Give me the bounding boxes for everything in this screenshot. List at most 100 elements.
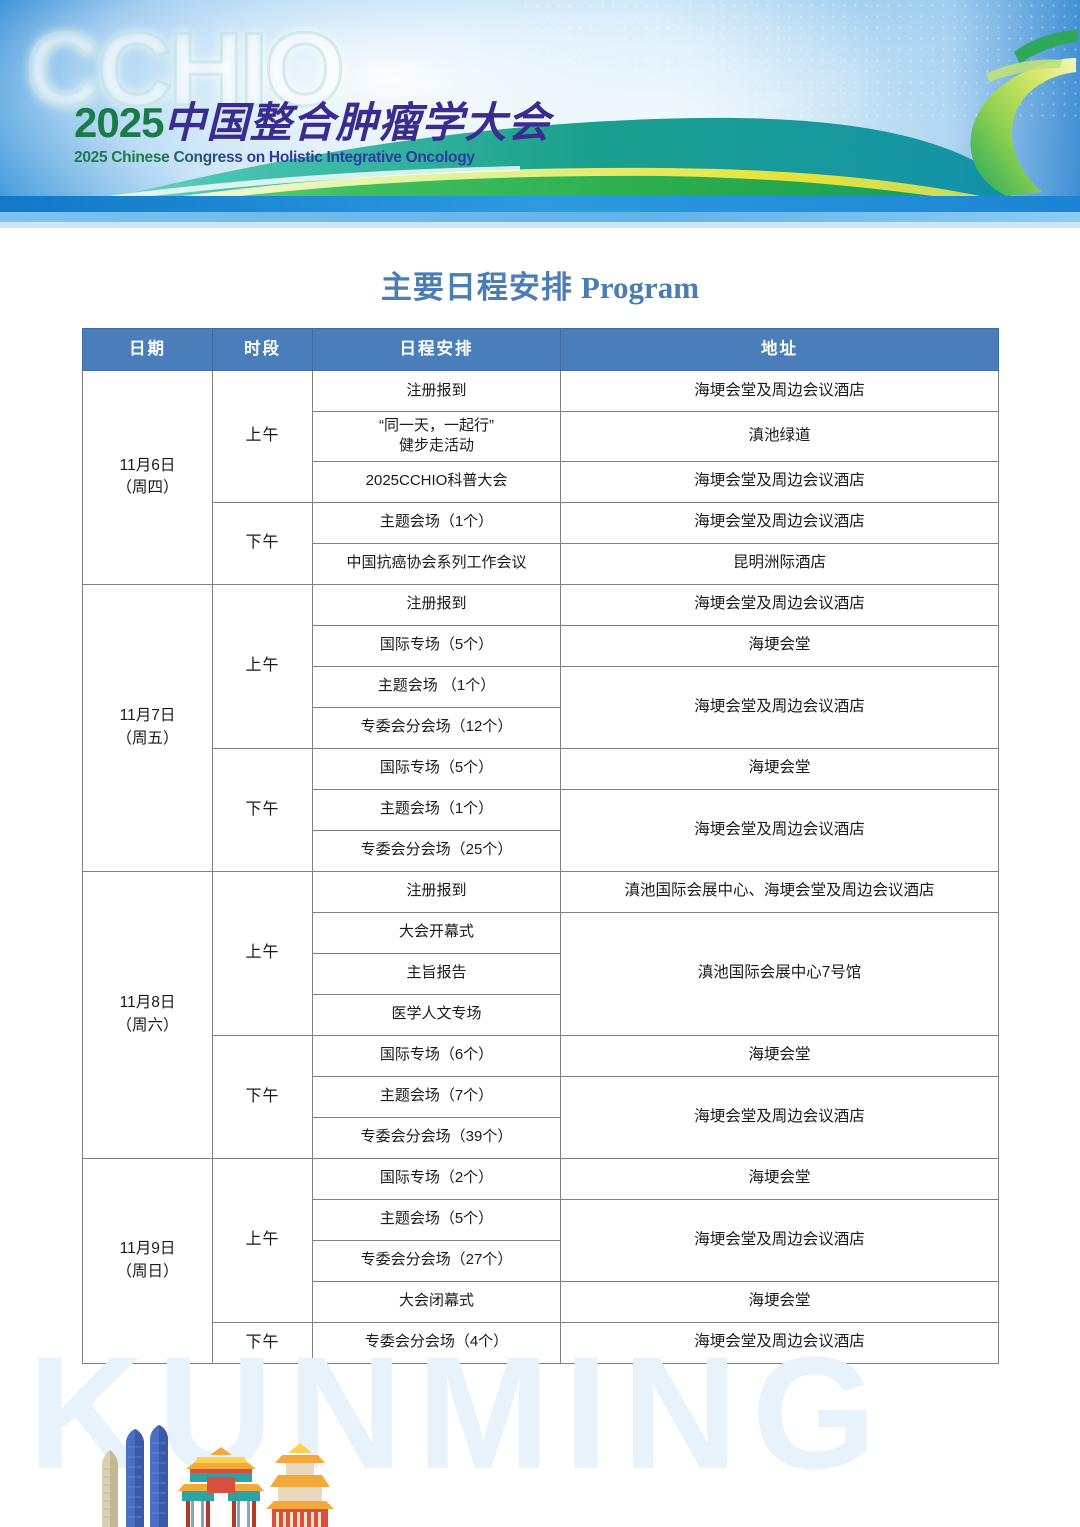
cell-address: 海埂会堂及周边会议酒店 bbox=[560, 501, 999, 544]
column-header-address: 地址 bbox=[560, 328, 999, 371]
cell-address: 海埂会堂及周边会议酒店 bbox=[560, 665, 999, 749]
cell-period: 下午 bbox=[212, 501, 313, 585]
table-row: 11月7日 （周五） 上午 注册报到 海埂会堂及周边会议酒店 bbox=[82, 583, 999, 872]
program-table-body: 11月6日 （周四） 上午 注册报到 海埂会堂及周边会议酒店 “同一天，一起行” 健步走活动… bbox=[82, 370, 999, 1364]
cell-address: 滇池国际会展中心、海埂会堂及周边会议酒店 bbox=[560, 870, 999, 913]
cell-address: 海埂会堂 bbox=[560, 747, 999, 790]
date-value: 11月8日 bbox=[119, 994, 176, 1012]
archway-icon bbox=[178, 1447, 264, 1527]
weekday-value: （周六） bbox=[116, 1016, 179, 1034]
cell-schedule-item: 国际专场（2个） bbox=[312, 1157, 561, 1200]
cell-schedule-item: 大会闭幕式 bbox=[312, 1280, 561, 1323]
cell-address: 海埂会堂及周边会议酒店 bbox=[560, 1198, 999, 1282]
cell-date: 11月7日 （周五） bbox=[82, 583, 213, 872]
cell-schedule-item: 专委会分会场（12个） bbox=[312, 706, 561, 749]
date-value: 11月6日 bbox=[119, 456, 176, 474]
program-table: 日期 时段 日程安排 地址 11月6日 （周四） 上午 注册报到 海埂会堂及周边会议酒店… bbox=[82, 328, 999, 1364]
cell-schedule-item: “同一天，一起行” 健步走活动 bbox=[312, 411, 561, 462]
cell-schedule-item: 专委会分会场（27个） bbox=[312, 1239, 561, 1282]
cell-schedule-item: 专委会分会场（4个） bbox=[312, 1321, 561, 1364]
cell-address: 昆明洲际酒店 bbox=[560, 542, 999, 585]
table-row: 专委会分会场（39个） bbox=[83, 1116, 999, 1159]
cell-period: 下午 bbox=[212, 1034, 313, 1159]
table-row: 下午 国际专场（6个） 海埂会堂 bbox=[83, 1034, 999, 1159]
date-value: 11月7日 bbox=[119, 707, 176, 725]
cell-address: 海埂会堂 bbox=[560, 624, 999, 667]
cell-address: 海埂会堂及周边会议酒店 bbox=[560, 1075, 999, 1159]
weekday-value: （周日） bbox=[116, 1262, 179, 1280]
page-banner: CCHIO 2025中国整合肿瘤学大会 2025 Chinese Congres… bbox=[0, 0, 1080, 228]
program-table-head: 日期 时段 日程安排 地址 bbox=[82, 328, 999, 371]
cell-period: 上午 bbox=[212, 583, 313, 749]
column-header-schedule: 日程安排 bbox=[312, 328, 561, 371]
table-row: 主题会场（5个） 海埂会堂及周边会议酒店 bbox=[83, 1198, 999, 1282]
cell-schedule-item: 主题会场（1个） bbox=[312, 788, 561, 831]
cell-date: 11月8日 （周六） bbox=[82, 870, 213, 1159]
cell-address: 海埂会堂 bbox=[560, 1034, 999, 1077]
cell-period: 下午 bbox=[212, 1321, 313, 1364]
table-row: 医学人文专场 bbox=[83, 993, 999, 1036]
cell-schedule-item: 主题会场（7个） bbox=[312, 1075, 561, 1118]
cell-date: 11月6日 （周四） bbox=[82, 370, 213, 585]
kunming-landmarks-illustration bbox=[102, 1425, 334, 1527]
table-row: 下午 专委会分会场（4个） 海埂会堂及周边会议酒店 bbox=[83, 1321, 999, 1364]
table-row: 11月9日 （周日） 上午 国际专场（2个） 海埂会堂 bbox=[82, 1157, 999, 1364]
cell-schedule-item: 医学人文专场 bbox=[312, 993, 561, 1036]
banner-dot-pattern bbox=[520, 0, 1080, 120]
cell-address: 滇池国际会展中心7号馆 bbox=[560, 911, 999, 1036]
table-row: 专委会分会场（12个） bbox=[83, 706, 999, 749]
cell-period: 上午 bbox=[212, 1157, 313, 1323]
table-row: 11月8日 （周六） 上午 注册报到 滇池国际会展中心、海埂会堂及周边会议酒店 bbox=[82, 870, 999, 1159]
cell-date: 11月9日 （周日） bbox=[82, 1157, 213, 1364]
cell-schedule-item: 国际专场（5个） bbox=[312, 624, 561, 667]
date-value: 11月9日 bbox=[119, 1240, 176, 1258]
table-row: “同一天，一起行” 健步走活动 滇池绿道 bbox=[83, 411, 999, 462]
cell-schedule-item: 主题会场 （1个） bbox=[312, 665, 561, 708]
cell-address: 海埂会堂及周边会议酒店 bbox=[560, 370, 999, 412]
banner-wave-graphic bbox=[0, 30, 1080, 228]
cell-address: 滇池绿道 bbox=[560, 411, 999, 462]
cell-schedule-item: 国际专场（6个） bbox=[312, 1034, 561, 1077]
tower-icon bbox=[102, 1450, 118, 1527]
column-header-period: 时段 bbox=[212, 328, 313, 371]
cell-address: 海埂会堂及周边会议酒店 bbox=[560, 583, 999, 626]
skyscraper-icon bbox=[150, 1425, 168, 1527]
page-title-english: Program bbox=[580, 270, 700, 305]
congress-logo-chinese: 2025中国整合肿瘤学大会 bbox=[74, 99, 550, 146]
congress-logo-year: 2025 bbox=[74, 99, 164, 146]
table-row: 大会闭幕式 海埂会堂 bbox=[83, 1280, 999, 1323]
table-row: 主题会场 （1个） 海埂会堂及周边会议酒店 bbox=[83, 665, 999, 749]
table-row: 国际专场（5个） 海埂会堂 bbox=[83, 624, 999, 667]
program-table-container: 日期 时段 日程安排 地址 11月6日 （周四） 上午 注册报到 海埂会堂及周边会议酒店… bbox=[82, 328, 999, 1364]
cell-schedule-item: 注册报到 bbox=[312, 583, 561, 626]
table-row: 专委会分会场（27个） bbox=[83, 1239, 999, 1282]
table-header-row: 日期 时段 日程安排 地址 bbox=[82, 328, 999, 371]
weekday-value: （周四） bbox=[116, 479, 179, 497]
cell-address: 海埂会堂及周边会议酒店 bbox=[560, 788, 999, 872]
cell-schedule-item: 国际专场（5个） bbox=[312, 747, 561, 790]
table-row: 下午 主题会场（1个） 海埂会堂及周边会议酒店 bbox=[83, 501, 999, 585]
congress-logo: 2025中国整合肿瘤学大会 2025 Chinese Congress on H… bbox=[74, 99, 550, 167]
cell-schedule-item: 专委会分会场（39个） bbox=[312, 1116, 561, 1159]
table-row: 11月6日 （周四） 上午 注册报到 海埂会堂及周边会议酒店 bbox=[82, 370, 999, 585]
page-title: 主要日程安排 Program bbox=[0, 262, 1080, 307]
skyscraper-icon bbox=[126, 1429, 144, 1527]
cell-schedule-item: 2025CCHIO科普大会 bbox=[312, 460, 561, 503]
cell-address: 海埂会堂及周边会议酒店 bbox=[560, 1321, 999, 1364]
cell-period: 上午 bbox=[212, 370, 313, 503]
table-row: 大会开幕式 滇池国际会展中心7号馆 bbox=[83, 911, 999, 1036]
page-title-chinese: 主要日程安排 bbox=[380, 270, 573, 305]
cell-schedule-item: 主题会场（1个） bbox=[312, 501, 561, 544]
cell-address: 海埂会堂及周边会议酒店 bbox=[560, 460, 999, 503]
cell-schedule-item: 主旨报告 bbox=[312, 952, 561, 995]
cell-schedule-item: 大会开幕式 bbox=[312, 911, 561, 954]
table-row: 中国抗癌协会系列工作会议 昆明洲际酒店 bbox=[83, 542, 999, 585]
page-footer-art: KUNMING bbox=[0, 1337, 1080, 1527]
cell-schedule-item: 注册报到 bbox=[312, 370, 561, 412]
cell-schedule-item: 专委会分会场（25个） bbox=[312, 829, 561, 872]
ghost-logo-text: CCHIO bbox=[24, 12, 346, 128]
cell-period: 下午 bbox=[212, 747, 313, 872]
cell-schedule-item: 中国抗癌协会系列工作会议 bbox=[312, 542, 561, 585]
cell-period: 上午 bbox=[212, 870, 313, 1036]
cell-schedule-item: 主题会场（5个） bbox=[312, 1198, 561, 1241]
